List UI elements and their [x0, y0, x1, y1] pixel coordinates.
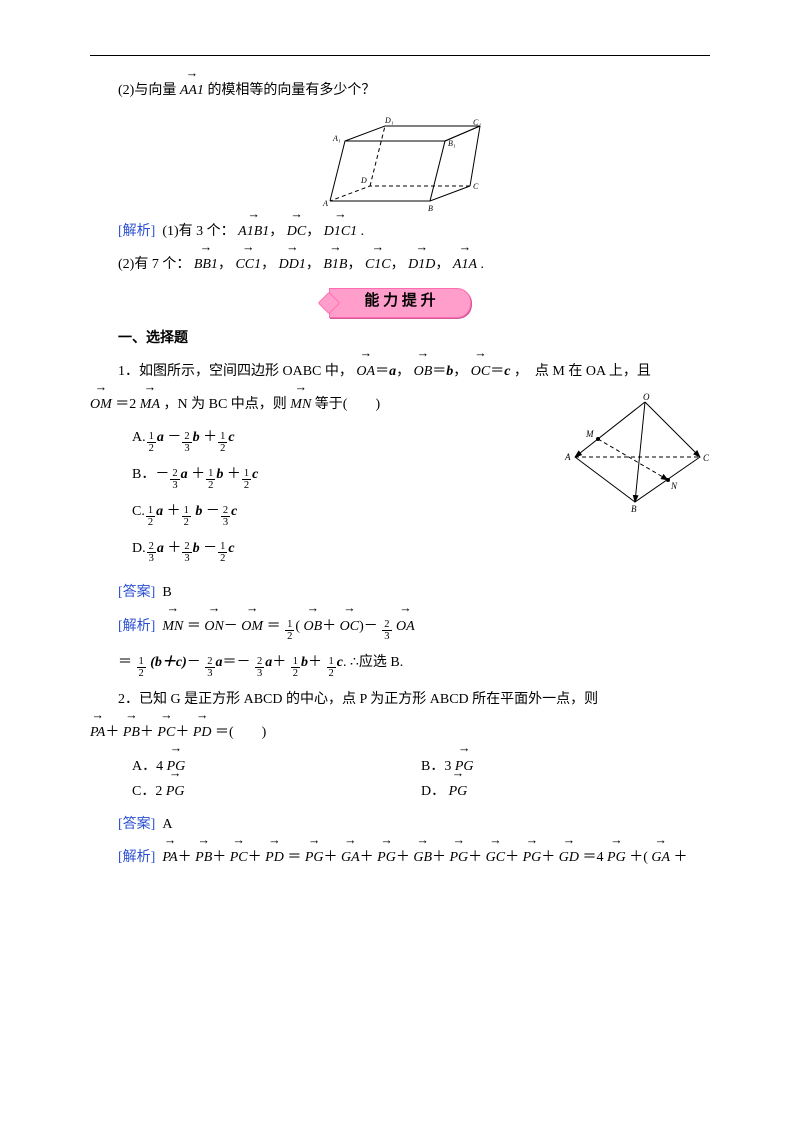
ans1-prefix: (1)有 3 个：	[162, 224, 234, 239]
svg-text:B: B	[631, 504, 637, 512]
svg-text:A₁: A₁	[332, 134, 341, 143]
ans2-prefix: (2)有 7 个：	[118, 257, 190, 272]
svg-text:A: A	[322, 199, 328, 208]
top-rule	[90, 55, 710, 56]
svg-text:B₁: B₁	[448, 139, 456, 148]
ability-banner: 能 力 提 升	[329, 288, 471, 318]
svg-text:C₁: C₁	[473, 118, 481, 127]
analysis-1: [解析] (1)有 3 个： →A1B1， →DC， →D1C1 .	[90, 219, 710, 244]
svg-text:D₁: D₁	[384, 116, 394, 125]
svg-text:C: C	[473, 182, 479, 191]
q2-vec: AA1	[180, 83, 204, 98]
svg-text:B: B	[428, 204, 433, 211]
svg-text:O: O	[643, 392, 650, 402]
svg-text:A: A	[564, 452, 571, 462]
q1-stem-line1: 1．如图所示，空间四边形 OABC 中， →OA＝a， →OB＝b， →OC＝c…	[90, 359, 710, 384]
svg-text:N: N	[670, 481, 678, 491]
svg-text:C: C	[703, 453, 710, 463]
q2-stem: 2．已知 G 是正方形 ABCD 的中心，点 P 为正方形 ABCD 所在平面外…	[90, 687, 710, 712]
analysis-2: (2)有 7 个： →BB1， →CC1， →DD1， →B1B， →C1C， …	[90, 252, 710, 277]
svg-text:M: M	[585, 429, 594, 439]
top-q2-line: (2)与向量 →AA1 的模相等的向量有多少个？	[90, 78, 710, 103]
section-1-title: 一、选择题	[90, 326, 710, 351]
jiexi-label: [解析]	[118, 224, 155, 239]
cube-figure: A B C D A₁ B₁ C₁ D₁	[315, 111, 485, 211]
q2-options-row2: C．2 →PG D． →PG	[90, 779, 710, 804]
q1-option-d: D.23a ＋23b －12c	[90, 536, 710, 565]
q2-suffix: 的模相等的向量有多少个？	[207, 83, 375, 98]
q1-solution-line2: ＝ 12 (b＋c)－ 23a＝－ 23a＋ 12b＋ 12c. ∴应选 B.	[90, 650, 710, 679]
q1-solution-line1: [解析] →MN ＝ →ON－ →OM ＝ 12( →OB＋ →OC)－ 23 …	[90, 614, 710, 643]
tetra-figure: O A B C M N	[560, 392, 710, 512]
q2-solution: [解析] →PA＋ →PB＋ →PC＋ →PD ＝ →PG＋ →GA＋ →PG＋…	[90, 845, 710, 870]
q1-block: 1．如图所示，空间四边形 OABC 中， →OA＝a， →OB＝b， →OC＝c…	[90, 359, 710, 679]
svg-text:D: D	[360, 176, 367, 185]
q2-prefix: (2)与向量	[118, 83, 176, 98]
